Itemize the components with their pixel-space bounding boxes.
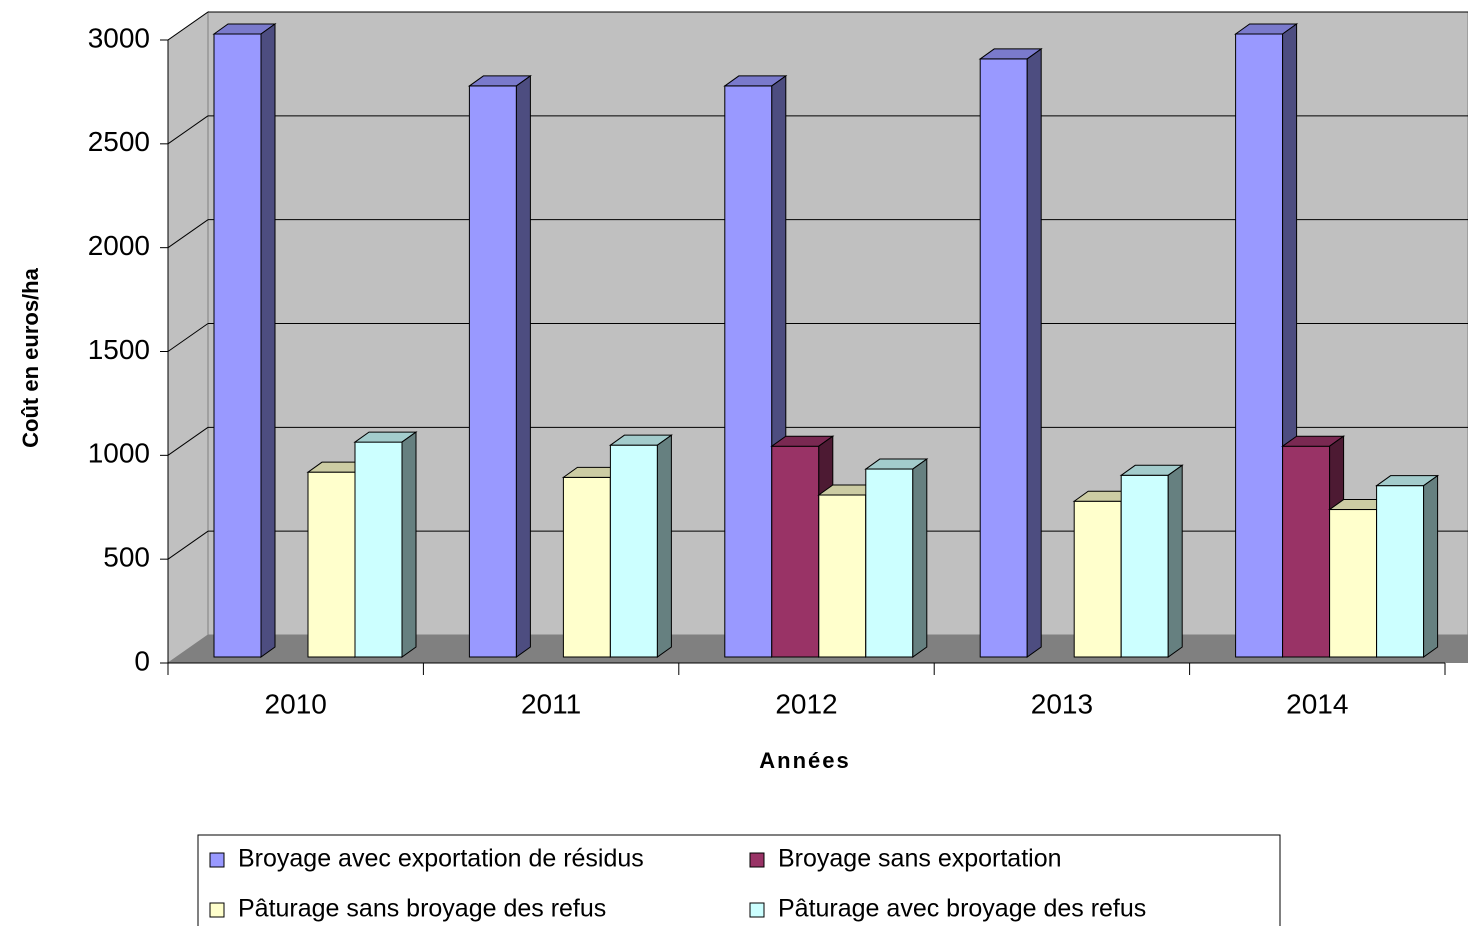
x-tick-label: 2012: [775, 688, 837, 719]
legend-label: Pâturage avec broyage des refus: [778, 895, 1146, 923]
grid-line: [167, 323, 209, 352]
bar-side: [1026, 47, 1042, 658]
legend-swatch: [749, 852, 765, 868]
y-tick-label: 3000: [88, 22, 150, 53]
bar-front: [818, 494, 867, 658]
legend-label: Broyage sans exportation: [778, 845, 1062, 873]
legend-swatch: [209, 852, 225, 868]
bar-front: [865, 468, 914, 658]
bar-front: [1235, 33, 1284, 658]
bar-front: [1282, 445, 1331, 658]
bar-front: [1329, 509, 1378, 658]
y-tick-label: 0: [134, 645, 150, 676]
bar-side: [260, 23, 276, 658]
grid-line: [167, 11, 209, 41]
bar: [608, 434, 673, 658]
y-axis-title: Coût en euros/ha: [18, 267, 43, 447]
y-tick-label: 1500: [88, 334, 150, 365]
grid-line: [167, 219, 209, 249]
bar-side: [401, 431, 417, 658]
bar-front: [354, 441, 403, 658]
legend-label: Broyage avec exportation de résidus: [238, 845, 644, 873]
bar-side: [1167, 464, 1183, 658]
y-tick-label: 2500: [88, 126, 150, 157]
y-tick-label: 500: [103, 542, 150, 573]
bar: [1119, 464, 1184, 658]
bar-side: [656, 434, 672, 658]
bar-front: [213, 33, 262, 658]
y-tick-label: 2000: [88, 230, 150, 261]
bar-front: [1376, 485, 1425, 658]
x-tick-label: 2014: [1286, 688, 1348, 719]
bar-front: [1073, 500, 1122, 658]
x-axis-title: Années: [759, 748, 850, 773]
y-tick-label: 1000: [88, 438, 150, 469]
bar-front: [609, 444, 658, 658]
bar-front: [468, 85, 517, 658]
bar-side: [515, 74, 531, 658]
bar-side: [1423, 474, 1439, 658]
legend: [197, 834, 1281, 926]
bar: [1375, 474, 1440, 658]
bar-front: [979, 58, 1028, 658]
x-tick-label: 2013: [1031, 688, 1093, 719]
grid-line: [167, 530, 209, 560]
bar-front: [724, 85, 773, 658]
bar: [467, 74, 532, 658]
bar-front: [771, 445, 820, 658]
bar-front: [562, 476, 611, 658]
legend-label: Pâturage sans broyage des refus: [238, 895, 606, 923]
legend-swatch: [749, 902, 765, 918]
bar: [212, 23, 277, 658]
bar: [353, 431, 418, 658]
grid-line: [167, 426, 209, 456]
bar-side: [912, 458, 928, 658]
bar: [978, 47, 1043, 658]
grid-line: [167, 115, 209, 145]
x-tick-label: 2010: [265, 688, 327, 719]
bar-front: [1120, 474, 1169, 658]
legend-swatch: [209, 902, 225, 918]
bar-front: [307, 471, 356, 658]
bar: [864, 458, 929, 658]
x-tick-label: 2011: [521, 688, 581, 719]
